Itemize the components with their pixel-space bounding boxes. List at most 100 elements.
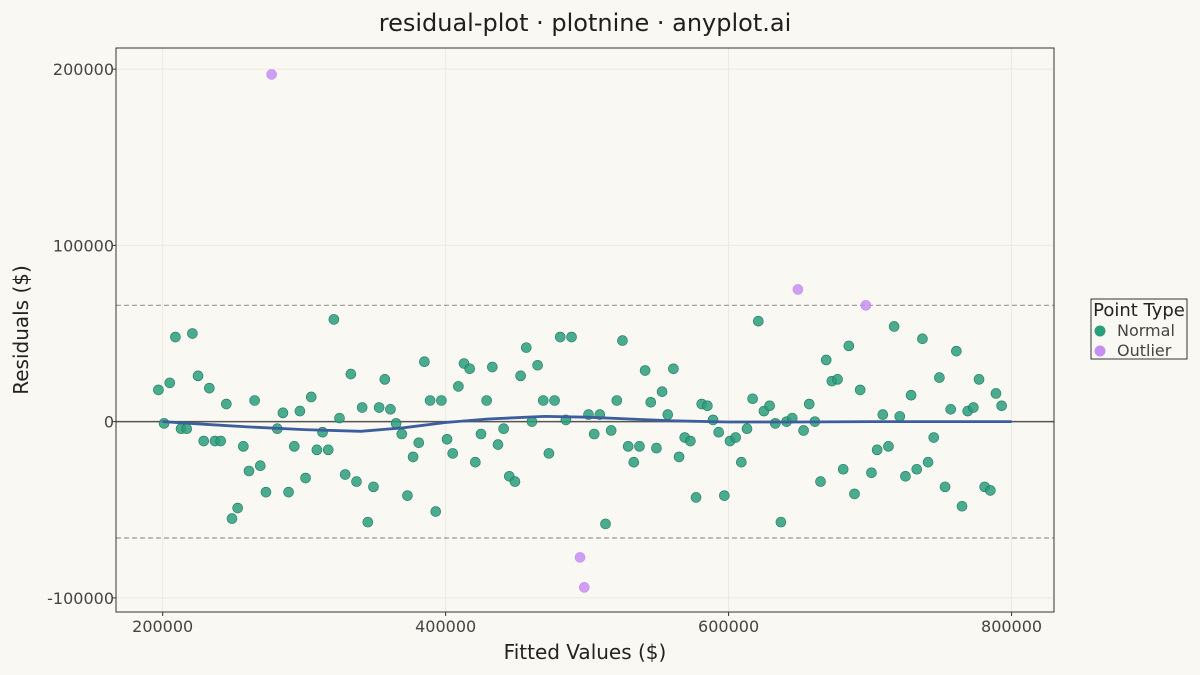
point-normal [639, 365, 651, 376]
point-normal [645, 396, 657, 408]
point-normal [424, 395, 436, 406]
y-axis-title: Residuals ($) [9, 265, 33, 395]
point-normal [300, 472, 311, 484]
point-normal [447, 448, 459, 459]
point-normal [832, 374, 843, 385]
point-normal [322, 444, 334, 456]
point-normal [617, 335, 628, 346]
point-normal [192, 370, 204, 382]
point-normal [487, 361, 498, 373]
point-normal [849, 488, 860, 500]
point-outlier [860, 300, 872, 311]
point-normal [656, 386, 668, 397]
point-normal [402, 490, 413, 501]
point-normal [634, 441, 645, 452]
point-normal [719, 490, 730, 501]
point-normal [345, 368, 357, 380]
point-normal [164, 377, 176, 389]
point-normal [204, 382, 215, 394]
point-normal [911, 463, 923, 475]
point-normal [928, 432, 940, 443]
point-normal [515, 370, 526, 382]
point-normal [441, 433, 453, 445]
point-normal [475, 428, 487, 440]
x-tick-label: 800000 [981, 617, 1042, 636]
legend-marker-outlier [1094, 345, 1106, 357]
point-normal [396, 428, 408, 440]
point-normal [883, 441, 894, 452]
y-tick-label: 0 [104, 413, 114, 432]
point-normal [820, 354, 832, 366]
point-normal [685, 435, 696, 447]
point-normal [294, 405, 306, 417]
point-normal [305, 391, 317, 403]
point-normal [985, 485, 996, 496]
point-normal [566, 331, 577, 343]
point-normal [877, 409, 889, 420]
trend-line [162, 415, 1012, 433]
point-normal [549, 395, 560, 406]
point-normal [690, 492, 702, 503]
point-normal [803, 398, 815, 410]
point-normal [775, 516, 787, 528]
point-normal [662, 409, 674, 420]
point-normal [951, 345, 962, 357]
trend-line-group [162, 415, 1012, 433]
plot-background [116, 48, 1054, 612]
point-normal [243, 465, 255, 477]
point-normal [385, 404, 396, 415]
point-normal [554, 331, 566, 343]
point-normal [707, 414, 719, 426]
point-normal [170, 331, 181, 343]
point-normal [764, 400, 775, 412]
point-normal [198, 435, 210, 447]
point-normal [498, 423, 509, 435]
point-normal [407, 451, 419, 463]
point-outlier [266, 69, 277, 80]
point-normal [769, 418, 781, 429]
point-normal [283, 486, 294, 498]
point-outlier [792, 284, 804, 295]
point-normal [973, 374, 985, 385]
point-normal [288, 441, 300, 452]
point-normal [413, 437, 425, 449]
point-normal [713, 426, 724, 438]
point-normal [334, 412, 345, 424]
point-normal [277, 407, 289, 419]
plot-frame [115, 47, 1055, 613]
point-normal [430, 506, 442, 517]
point-normal [945, 404, 957, 415]
point-normal [588, 428, 600, 440]
point-normal [968, 402, 979, 413]
point-normal [917, 333, 928, 345]
point-normal [939, 481, 951, 493]
point-normal [668, 363, 679, 375]
legend-marker-normal [1094, 325, 1106, 337]
legend-title: Point Type [1093, 300, 1185, 321]
point-normal [996, 400, 1007, 412]
point-normal [990, 388, 1002, 399]
point-normal [894, 411, 906, 422]
point-normal [702, 400, 713, 412]
x-tick-label: 200000 [132, 617, 193, 636]
point-normal [922, 456, 934, 468]
point-normal [181, 423, 193, 435]
point-normal [532, 359, 543, 371]
point-normal [339, 469, 351, 480]
legend-label-outlier: Outlier [1117, 341, 1172, 360]
point-normal [187, 328, 198, 339]
point-normal [611, 395, 623, 406]
point-normal [373, 402, 385, 413]
point-normal [837, 463, 849, 475]
point-normal [351, 476, 362, 487]
point-normal [453, 381, 464, 392]
point-normal [249, 395, 260, 406]
point-normal [255, 460, 266, 472]
y-axis-ticks: -100000 0 100000 200000 [47, 60, 116, 608]
point-normal [238, 441, 249, 452]
point-normal [747, 393, 758, 405]
point-normal [605, 425, 617, 436]
x-tick-label: 600000 [698, 617, 759, 636]
point-normal [888, 321, 900, 332]
point-outlier [574, 552, 586, 563]
